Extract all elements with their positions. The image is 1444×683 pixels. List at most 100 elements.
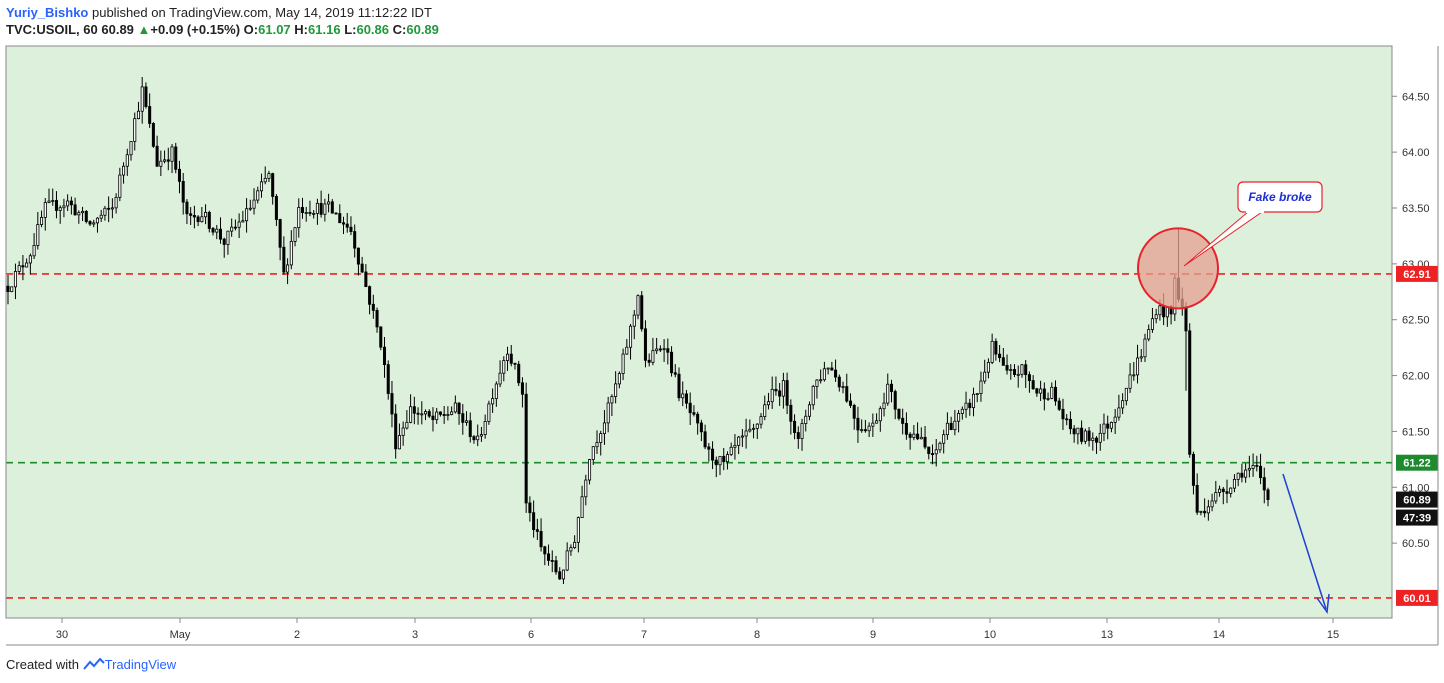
- symbol-label: TVC:USOIL, 60: [6, 22, 98, 37]
- tradingview-logo-icon: [82, 657, 105, 670]
- candle: [983, 359, 987, 384]
- plot-background: [6, 46, 1392, 618]
- candle: [1039, 380, 1043, 402]
- time-tick-label: 14: [1213, 629, 1225, 641]
- candle: [632, 310, 636, 340]
- candle: [670, 346, 674, 377]
- candle: [658, 345, 662, 352]
- candle: [95, 217, 99, 233]
- candle: [364, 264, 368, 288]
- candle: [442, 405, 446, 424]
- candle: [1012, 364, 1017, 378]
- time-axis[interactable]: 30 May 2 3 6 7 8 9 10 13 14 15: [56, 618, 1339, 641]
- candle: [875, 413, 879, 424]
- candle: [1262, 467, 1266, 504]
- high-label: H:: [294, 22, 309, 37]
- candle: [714, 456, 718, 478]
- candle: [804, 409, 808, 432]
- candle: [129, 141, 133, 161]
- candle: [722, 447, 726, 471]
- time-tick-label: 2: [294, 629, 300, 641]
- candle: [681, 381, 685, 407]
- candle: [1139, 349, 1143, 363]
- candle: [953, 409, 957, 436]
- candle: [10, 286, 14, 293]
- candle: [256, 186, 260, 204]
- candle: [81, 206, 85, 222]
- level-badge: [1396, 454, 1438, 471]
- candle: [51, 188, 55, 206]
- candle: [32, 233, 36, 260]
- candle: [148, 93, 152, 128]
- fake-break-circle[interactable]: [1137, 227, 1219, 310]
- price-axis[interactable]: 64.5064.0063.5063.0062.5062.0061.5061.00…: [1392, 91, 1430, 550]
- candle: [886, 373, 890, 406]
- candle: [834, 359, 838, 382]
- callout-text: Fake broke: [1248, 190, 1312, 204]
- candle: [845, 373, 849, 403]
- candle: [99, 209, 103, 223]
- candle: [274, 194, 278, 226]
- open-value: 61.07: [258, 22, 291, 37]
- candle: [696, 411, 700, 435]
- candle: [744, 418, 748, 449]
- author-link[interactable]: Yuriy_Bishko: [6, 5, 89, 20]
- callout-box[interactable]: [1237, 181, 1323, 213]
- candle: [1154, 308, 1158, 324]
- candle: [860, 419, 864, 433]
- candle: [461, 404, 465, 435]
- price-tick-label: 64.00: [1402, 147, 1430, 159]
- candle: [341, 216, 346, 235]
- candle: [177, 160, 181, 194]
- candle: [1076, 427, 1080, 445]
- candle: [662, 339, 666, 362]
- candle: [599, 430, 603, 456]
- candle: [241, 210, 245, 223]
- candle: [450, 406, 454, 416]
- candle: [1214, 480, 1218, 504]
- price-tick-label: 60.50: [1402, 538, 1430, 550]
- candle: [218, 217, 223, 244]
- candle: [1098, 423, 1102, 451]
- candle: [863, 419, 867, 433]
- candle: [1128, 363, 1132, 393]
- candle: [643, 320, 647, 368]
- time-tick-label: May: [170, 629, 191, 641]
- candle: [699, 419, 703, 442]
- candle: [304, 206, 308, 222]
- candle: [964, 391, 968, 418]
- candle: [1150, 307, 1154, 333]
- projection-arrow-line[interactable]: [1282, 473, 1327, 610]
- price-tick-label: 61.00: [1402, 482, 1430, 494]
- candle: [971, 387, 976, 417]
- time-tick-label: 13: [1101, 629, 1113, 641]
- candle: [819, 369, 823, 384]
- candle: [36, 212, 40, 250]
- candle: [763, 395, 767, 421]
- candle: [465, 411, 469, 426]
- candle: [539, 518, 543, 552]
- candle: [793, 414, 797, 440]
- candle: [1024, 360, 1028, 388]
- candle: [975, 393, 979, 403]
- candle: [200, 207, 204, 223]
- candle: [84, 210, 88, 224]
- candle: [998, 345, 1002, 363]
- candle: [591, 446, 595, 465]
- candle: [602, 410, 606, 445]
- candle: [1210, 493, 1214, 512]
- candle: [308, 200, 312, 217]
- candle: [1061, 398, 1065, 430]
- candle: [453, 395, 457, 414]
- candle: [356, 247, 360, 276]
- candle: [927, 446, 931, 460]
- candle: [617, 371, 621, 389]
- candle: [543, 545, 547, 566]
- candle: [1247, 455, 1251, 478]
- tradingview-brand[interactable]: TradingView: [104, 657, 177, 672]
- candle: [957, 410, 961, 433]
- candle: [192, 205, 196, 229]
- candle: [133, 112, 137, 151]
- candle: [535, 518, 539, 541]
